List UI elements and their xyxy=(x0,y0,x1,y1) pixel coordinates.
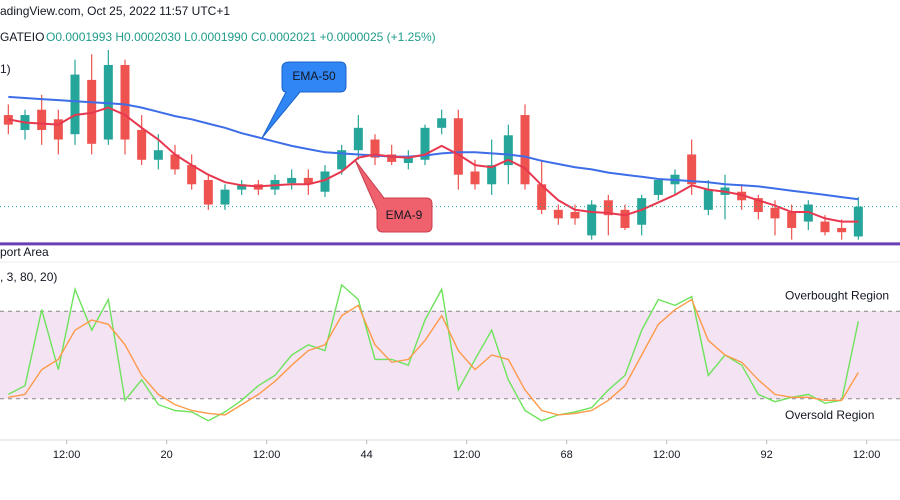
candle-body xyxy=(553,209,563,219)
x-tick-label: 12:00 xyxy=(653,449,681,461)
candle-body xyxy=(470,171,480,185)
candle-body xyxy=(487,165,497,185)
candle-body xyxy=(70,74,80,135)
callout-text: EMA-50 xyxy=(292,69,336,83)
candle-body xyxy=(53,119,63,140)
x-tick-label: 12:00 xyxy=(453,449,481,461)
stoch-line xyxy=(7,283,859,422)
callout-text: EMA-9 xyxy=(386,208,423,222)
band-label: Overbought Region xyxy=(785,288,889,302)
stoch-title: , 3, 80, 20) xyxy=(0,270,57,284)
candle-body xyxy=(420,127,430,160)
candle-body xyxy=(87,79,97,144)
x-tick-label: 12:00 xyxy=(53,449,81,461)
ema9-callout: EMA-9 xyxy=(354,159,433,233)
candle-body xyxy=(320,171,330,192)
candle-body xyxy=(603,200,613,216)
candle-body xyxy=(853,206,863,237)
candle-body xyxy=(37,109,47,130)
candle-body xyxy=(820,221,830,233)
candle-body xyxy=(387,154,397,162)
candle-body xyxy=(753,198,763,212)
x-tick-label: 44 xyxy=(361,449,373,461)
candle-body xyxy=(120,64,130,140)
candle-body xyxy=(153,150,163,160)
candle-body xyxy=(453,118,463,175)
candle-body xyxy=(437,118,447,128)
source-header: adingView.com, Oct 25, 2022 11:57 UTC+1 xyxy=(0,4,230,18)
symbol: GATEIO xyxy=(0,30,44,44)
candle-body xyxy=(520,115,530,185)
callout-shape xyxy=(261,61,347,139)
x-tick-label: 20 xyxy=(161,449,173,461)
candle-body xyxy=(203,180,213,205)
candle-body xyxy=(537,184,547,210)
candle-body xyxy=(220,189,230,205)
x-tick-label: 12:00 xyxy=(853,449,881,461)
candle-body xyxy=(687,154,697,185)
candle-body xyxy=(837,227,847,233)
candle-body xyxy=(653,180,663,195)
x-tick-label: 12:00 xyxy=(253,449,281,461)
candle-body xyxy=(337,150,347,170)
candle-body xyxy=(703,189,713,210)
candle-body xyxy=(637,198,647,225)
candle-body xyxy=(503,135,513,166)
ema50-callout: EMA-50 xyxy=(261,61,347,139)
candle-body xyxy=(237,184,247,190)
candle-body xyxy=(353,127,363,151)
candle-body xyxy=(770,207,780,219)
stoch-line xyxy=(8,298,859,416)
candle-body xyxy=(103,64,113,140)
candle-body xyxy=(287,177,297,184)
candle-body xyxy=(187,165,197,185)
ohlc: O0.0001993 H0.0002030 L0.0001990 C0.0002… xyxy=(46,30,436,44)
candle-body xyxy=(137,129,147,160)
callout-shape xyxy=(354,159,433,233)
x-tick-label: 92 xyxy=(761,449,773,461)
candle-body xyxy=(570,211,580,219)
candle-body xyxy=(787,211,797,228)
support-label: port Area xyxy=(0,245,49,259)
band-label: Oversold Region xyxy=(785,408,874,422)
candle-body xyxy=(737,191,747,201)
x-tick-label: 68 xyxy=(561,449,573,461)
candle-body xyxy=(303,177,313,185)
candle-body xyxy=(620,209,630,228)
candle-body xyxy=(587,204,597,236)
indicator-label: 1) xyxy=(0,62,11,76)
candle-body xyxy=(403,157,413,163)
ema-line xyxy=(8,95,859,201)
candle-body xyxy=(170,154,180,170)
ema-line xyxy=(8,106,859,223)
candle-body xyxy=(370,139,380,158)
